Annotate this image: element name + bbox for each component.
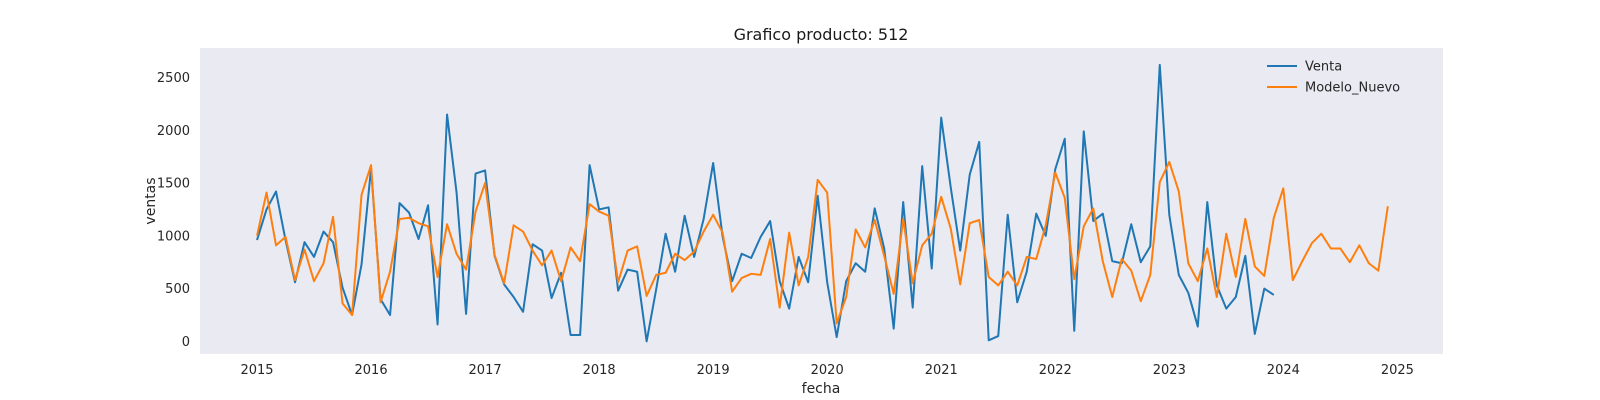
x-tick-label: 2020 xyxy=(811,363,844,378)
series-layer xyxy=(256,63,1389,343)
x-tick-label: 2025 xyxy=(1381,363,1414,378)
x-tick-label: 2021 xyxy=(925,363,958,378)
y-tick-label: 2000 xyxy=(157,124,190,139)
y-tick-label: 2500 xyxy=(157,71,190,86)
series-line xyxy=(256,160,1389,325)
x-tick-label: 2016 xyxy=(355,363,388,378)
y-tick-label: 1000 xyxy=(157,229,190,244)
legend: Venta Modelo_Nuevo xyxy=(1267,60,1400,96)
x-tick-label: 2015 xyxy=(240,363,273,378)
x-tick-label: 2023 xyxy=(1153,363,1186,378)
chart-title: Grafico producto: 512 xyxy=(734,25,909,44)
legend-label: Venta xyxy=(1305,60,1342,75)
x-tick-label: 2022 xyxy=(1039,363,1072,378)
y-tick-label: 500 xyxy=(165,282,190,297)
x-tick-label: 2019 xyxy=(697,363,730,378)
y-axis: 0 500 1000 1500 2000 2500 xyxy=(157,71,190,350)
series-line xyxy=(256,63,1275,343)
x-tick-label: 2017 xyxy=(469,363,502,378)
series-modelo-nuevo xyxy=(256,160,1389,325)
legend-label: Modelo_Nuevo xyxy=(1305,81,1400,96)
x-tick-label: 2024 xyxy=(1267,363,1300,378)
y-tick-label: 1500 xyxy=(157,177,190,192)
x-tick-label: 2018 xyxy=(583,363,616,378)
plot-area xyxy=(200,48,1443,354)
x-axis-title: fecha xyxy=(802,381,841,397)
y-tick-label: 0 xyxy=(182,335,190,350)
x-axis: 2015 2016 2017 2018 2019 2020 2021 2022 2023 2024… xyxy=(240,363,1413,378)
y-axis-title: ventas xyxy=(143,177,159,224)
